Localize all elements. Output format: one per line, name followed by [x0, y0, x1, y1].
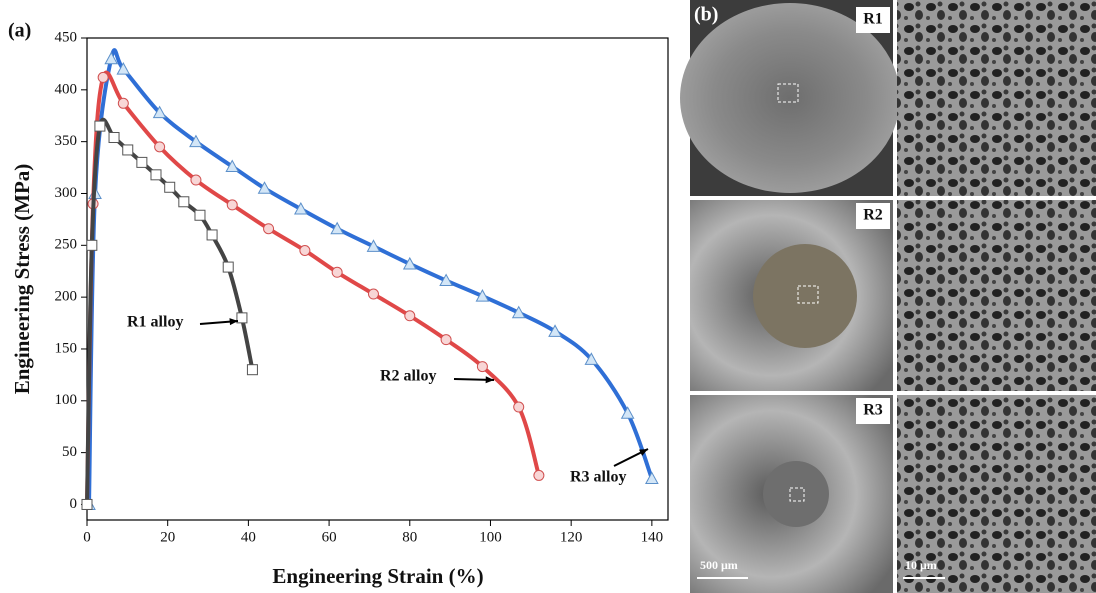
- data-point: [151, 170, 161, 180]
- panel-label: (b): [694, 4, 718, 26]
- fracture-surface: [763, 461, 829, 527]
- annotation: R2 alloy: [380, 368, 436, 385]
- y-tick-label: 0: [70, 496, 78, 512]
- scale-bar-label: 10 μm: [905, 558, 937, 572]
- data-point: [191, 175, 201, 185]
- row-label: R2: [863, 207, 883, 224]
- sem-image: [897, 200, 1096, 391]
- scale-bar-label: 500 μm: [700, 558, 738, 572]
- y-tick-label: 100: [55, 392, 78, 408]
- data-point: [137, 157, 147, 167]
- x-tick-label: 0: [83, 529, 91, 545]
- data-point: [195, 210, 205, 220]
- sem-image: [897, 0, 1096, 196]
- data-point: [227, 200, 237, 210]
- plot-frame: [87, 38, 668, 520]
- data-point: [87, 240, 97, 250]
- image-panel: (b) R1 R2 R3 500 μm 10 μm: [680, 0, 1096, 593]
- data-point: [118, 98, 128, 108]
- data-point: [82, 499, 92, 509]
- x-axis-label: Engineering Strain (%): [272, 564, 483, 588]
- y-tick-label: 450: [55, 29, 78, 45]
- x-tick-label: 40: [241, 529, 256, 545]
- figure: (a) Engineering Strain (%) Engineering S…: [0, 0, 1096, 593]
- row-label: R3: [863, 402, 883, 419]
- data-point: [179, 197, 189, 207]
- x-tick-label: 100: [479, 529, 502, 545]
- data-point: [223, 262, 233, 272]
- y-tick-label: 250: [55, 237, 78, 253]
- panel-label: (a): [8, 20, 31, 42]
- data-point: [165, 182, 175, 192]
- data-point: [534, 470, 544, 480]
- curve: [87, 120, 252, 505]
- data-point: [368, 289, 378, 299]
- data-point: [247, 365, 257, 375]
- plot-area: 0 50 100 150 200 250 300 350 400 450 0 20 40 60 80 100 1…: [55, 29, 664, 545]
- fracture-surface: [753, 244, 857, 348]
- data-point: [514, 402, 524, 412]
- y-tick-label: 400: [55, 81, 78, 97]
- data-point: [155, 142, 165, 152]
- data-point: [646, 473, 658, 484]
- y-tick-label: 300: [55, 185, 78, 201]
- x-tick-label: 60: [322, 529, 337, 545]
- y-tick-label: 50: [62, 444, 77, 460]
- data-point: [237, 313, 247, 323]
- annotation: R1 alloy: [127, 314, 183, 331]
- curve: [89, 50, 652, 504]
- data-point: [264, 224, 274, 234]
- data-point: [207, 230, 217, 240]
- y-tick-label: 200: [55, 289, 78, 305]
- y-axis-label: Engineering Stress (MPa): [10, 164, 34, 395]
- x-tick-label: 140: [641, 529, 664, 545]
- x-tick-label: 80: [402, 529, 417, 545]
- x-tick-label: 120: [560, 529, 583, 545]
- data-point: [332, 267, 342, 277]
- data-point: [300, 245, 310, 255]
- data-point: [95, 121, 105, 131]
- y-tick-label: 350: [55, 133, 78, 149]
- data-point: [123, 145, 133, 155]
- data-point: [441, 335, 451, 345]
- data-point: [477, 362, 487, 372]
- x-tick-label: 20: [160, 529, 175, 545]
- data-point: [109, 133, 119, 143]
- data-point: [98, 72, 108, 82]
- annotation: R3 alloy: [570, 469, 626, 486]
- curve: [87, 73, 539, 505]
- y-tick-label: 150: [55, 340, 78, 356]
- data-point: [405, 311, 415, 321]
- row-label: R1: [863, 11, 883, 28]
